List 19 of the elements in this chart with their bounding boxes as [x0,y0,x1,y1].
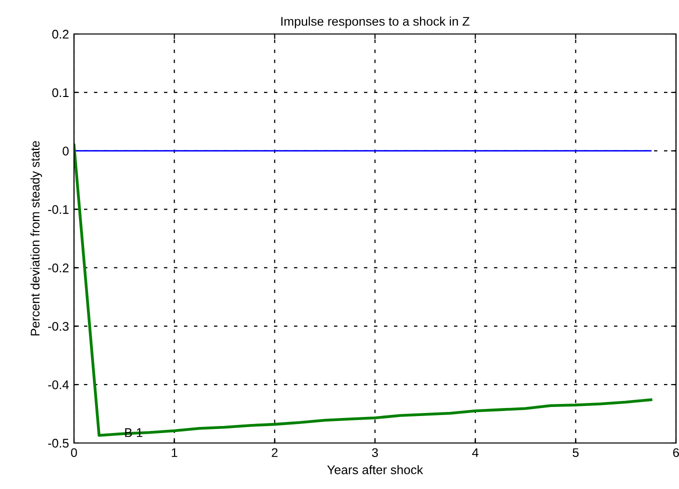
x-axis-title: Years after shock [327,465,424,474]
x-tick-label: 2 [272,448,278,457]
y-tick-label: -0.2 [48,264,69,272]
line-series [74,144,652,437]
y-tick-label: -0.5 [48,438,69,448]
x-tick-label: 0 [71,448,77,458]
y-tick-label: -0.4 [48,380,69,390]
x-tick-label: 4 [472,448,478,457]
x-tick-label: 5 [572,448,579,458]
y-tick-label: 0.2 [52,30,69,39]
y-tick-label: 0 [62,146,69,156]
x-tick-label: 6 [673,448,679,458]
y-axis-title: Percent deviation from steady state [30,141,42,336]
y-tick-label: 0.1 [52,88,69,98]
x-tick-label: 3 [372,448,378,458]
y-tick-label: -0.1 [48,205,69,214]
x-tick-label: 1 [172,448,178,457]
chart-title: Impulse responses to a shock in Z [281,16,470,28]
y-tick-label: -0.3 [48,322,69,331]
